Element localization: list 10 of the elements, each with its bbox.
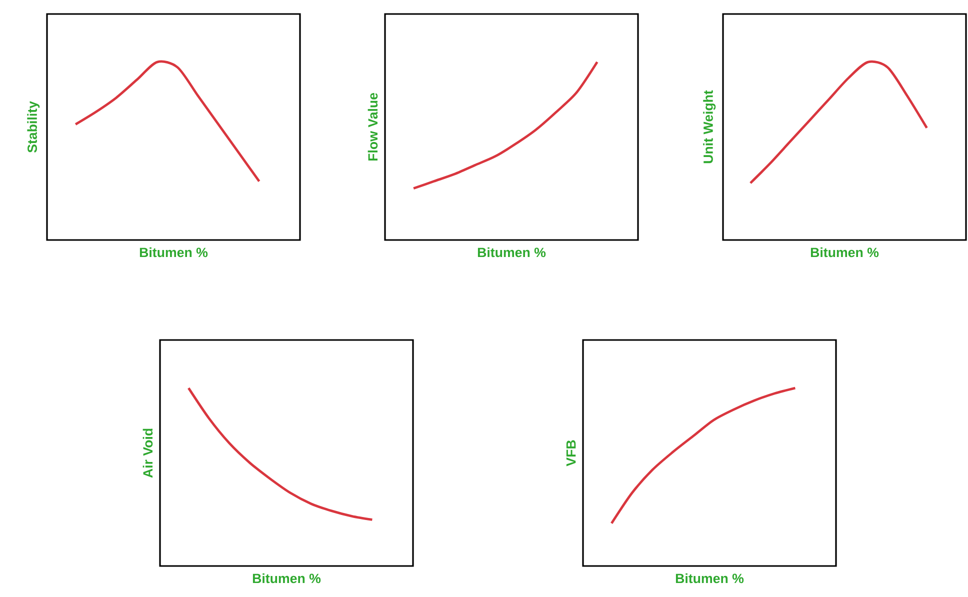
x-axis-title: Bitumen % [810, 247, 879, 258]
x-axis-title: Bitumen % [676, 573, 744, 584]
y-axis-title: VFB [566, 440, 576, 466]
x-axis-title: Bitumen % [478, 247, 546, 258]
x-axis-title: Bitumen % [140, 247, 208, 258]
y-axis-title: Flow Value [368, 92, 378, 161]
y-axis-title: Stability [27, 101, 40, 153]
x-axis-title: Bitumen % [252, 573, 321, 584]
y-axis-title: Unit Weight [703, 90, 716, 164]
y-axis-title: Air Void [142, 428, 153, 478]
